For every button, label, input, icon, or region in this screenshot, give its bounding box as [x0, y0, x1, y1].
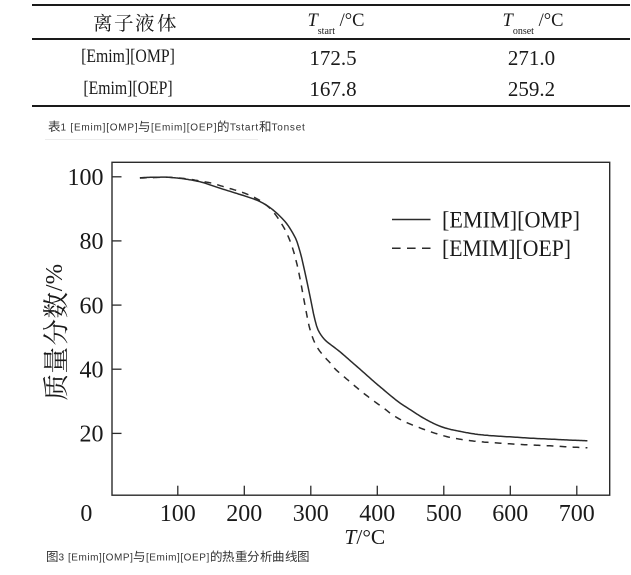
svg-text:300: 300: [293, 501, 329, 527]
svg-text:40: 40: [80, 358, 104, 384]
svg-text:100: 100: [160, 501, 196, 527]
svg-text:200: 200: [226, 501, 262, 527]
svg-text:0: 0: [80, 501, 92, 527]
svg-text:80: 80: [80, 229, 104, 255]
svg-text:T/°C: T/°C: [344, 525, 385, 549]
svg-text:500: 500: [426, 501, 462, 527]
svg-text:700: 700: [559, 501, 595, 527]
svg-text:600: 600: [492, 501, 528, 527]
svg-text:[EMIM][OMP]: [EMIM][OMP]: [442, 207, 580, 233]
svg-text:400: 400: [359, 501, 395, 527]
svg-text:[EMIM][OEP]: [EMIM][OEP]: [442, 236, 571, 262]
svg-text:100: 100: [68, 165, 104, 191]
svg-text:60: 60: [80, 293, 104, 319]
svg-text:20: 20: [80, 422, 104, 448]
